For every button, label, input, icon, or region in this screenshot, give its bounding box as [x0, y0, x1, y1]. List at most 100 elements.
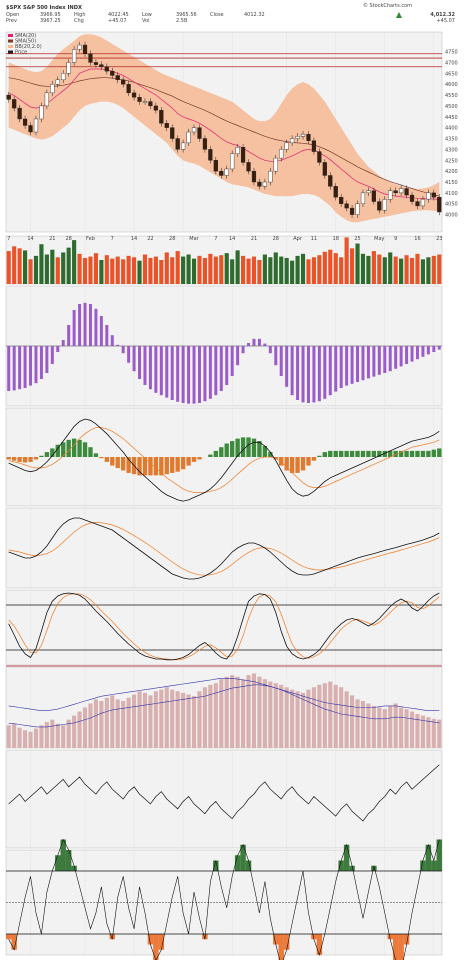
sctr-bar — [426, 717, 431, 748]
sctr-bar — [33, 728, 39, 748]
macd-histogram-bar — [437, 448, 442, 457]
macd-histogram-bar — [268, 452, 273, 457]
macd-histogram-bar — [115, 457, 120, 469]
sctr-upper-line — [8, 677, 440, 712]
macd-histogram-bar — [235, 438, 240, 457]
candle — [251, 170, 257, 183]
macd-histogram-bar — [191, 457, 197, 462]
macd-histogram-bar — [180, 457, 186, 470]
macd-histogram-bar — [262, 445, 268, 457]
volume-bar — [290, 260, 295, 284]
panel-plot-area — [5, 666, 443, 749]
stochastic-k-line — [8, 592, 440, 661]
macd-histogram-bar — [17, 457, 22, 462]
legend-entry: SMA(50) — [15, 39, 36, 45]
macd-histogram-bar — [22, 457, 28, 463]
candle — [224, 168, 229, 176]
volume-bar — [181, 256, 186, 284]
volume-bar — [93, 253, 98, 284]
candle — [12, 99, 17, 109]
candle — [219, 170, 224, 176]
ohlc-value: 4012.32 — [244, 12, 265, 18]
price-tick-label: 4350 — [445, 137, 458, 143]
price-tick-label: 4650 — [445, 71, 458, 77]
volume-bar — [268, 257, 273, 284]
sctr-bar — [290, 689, 295, 748]
candle — [279, 149, 284, 159]
volume-bar — [426, 257, 431, 284]
oscillator-negative-fill — [11, 934, 17, 950]
macd-histogram-bar — [153, 457, 159, 476]
price-tick-label: 4550 — [445, 93, 458, 99]
macd-histogram-bar — [393, 450, 398, 457]
macd-histogram-bar — [50, 448, 55, 457]
x-axis-label: 25 — [354, 236, 360, 242]
volume-bar — [208, 253, 213, 284]
oscillator-negative-fill — [158, 934, 165, 950]
legend-entry: BB(20,2.0) — [15, 44, 42, 50]
volume-bar — [88, 256, 93, 284]
candle — [273, 157, 278, 172]
volume-bar — [339, 257, 344, 284]
candle — [230, 153, 235, 170]
volume-bar — [377, 254, 382, 284]
volume-bar — [142, 254, 148, 284]
macd-histogram-bar — [311, 457, 317, 461]
volume-bar — [404, 255, 409, 284]
candle — [322, 162, 327, 176]
volume-bar — [317, 255, 322, 284]
macd-histogram-bar — [420, 450, 426, 457]
macd-histogram-bar — [66, 439, 71, 457]
sctr-bar — [197, 691, 202, 748]
oscillator-positive-fill — [213, 860, 219, 871]
macd-histogram-bar — [208, 454, 213, 457]
sctr-bar — [170, 689, 175, 748]
macd-histogram-bar — [344, 450, 349, 457]
candle — [246, 162, 251, 172]
macd-histogram-bar — [415, 450, 420, 457]
volume-bar — [344, 237, 349, 284]
candle — [148, 101, 153, 107]
sctr-bar — [148, 695, 153, 748]
x-axis-label: 7 — [7, 236, 10, 242]
macd-signal-line — [8, 427, 440, 493]
x-axis-label: 18 — [333, 236, 339, 242]
candle — [44, 92, 49, 107]
panel-plot-area — [5, 749, 443, 849]
sctr-bar — [219, 679, 224, 748]
volume-bar — [39, 244, 44, 284]
legend-swatch — [8, 34, 13, 37]
candle — [181, 142, 186, 150]
sctr-bar — [306, 689, 311, 748]
sctr-bar — [344, 691, 349, 748]
macd-histogram-bar — [404, 450, 409, 457]
macd-histogram-bar — [409, 450, 415, 457]
sctr-bar — [104, 697, 109, 748]
x-axis-label: 7 — [214, 236, 217, 242]
macd-histogram-bar — [355, 450, 360, 457]
oscillator-negative-fill — [392, 934, 399, 960]
macd-histogram-bar — [306, 457, 311, 466]
volume-bar — [121, 259, 126, 284]
macd-histogram-bar — [99, 457, 104, 459]
x-axis-label: 28 — [169, 236, 175, 242]
sctr-bar — [415, 713, 420, 748]
sctr-bar — [420, 715, 425, 748]
macd-histogram-bar — [11, 457, 17, 461]
macd-histogram-bar — [33, 457, 39, 460]
ohlc-block: Open 3966.95 High 4022.45 Low 3965.56 Close 401… — [6, 12, 265, 24]
symbol-title: $SPX S&P 500 Index INDX — [6, 5, 82, 11]
ohlc-value: High — [74, 12, 86, 18]
sctr-bar — [186, 694, 191, 748]
sctr-lower-line — [8, 684, 440, 728]
macd-histogram-bar — [338, 450, 344, 457]
candle — [328, 175, 333, 187]
volume-bar — [132, 257, 137, 284]
oscillator-negative-fill — [398, 934, 404, 960]
volume-bar — [420, 259, 425, 284]
price-tick-label: 4400 — [445, 126, 458, 132]
macd-histogram-bar — [426, 450, 431, 457]
candle — [349, 207, 355, 215]
oscillator-negative-fill — [147, 934, 154, 945]
